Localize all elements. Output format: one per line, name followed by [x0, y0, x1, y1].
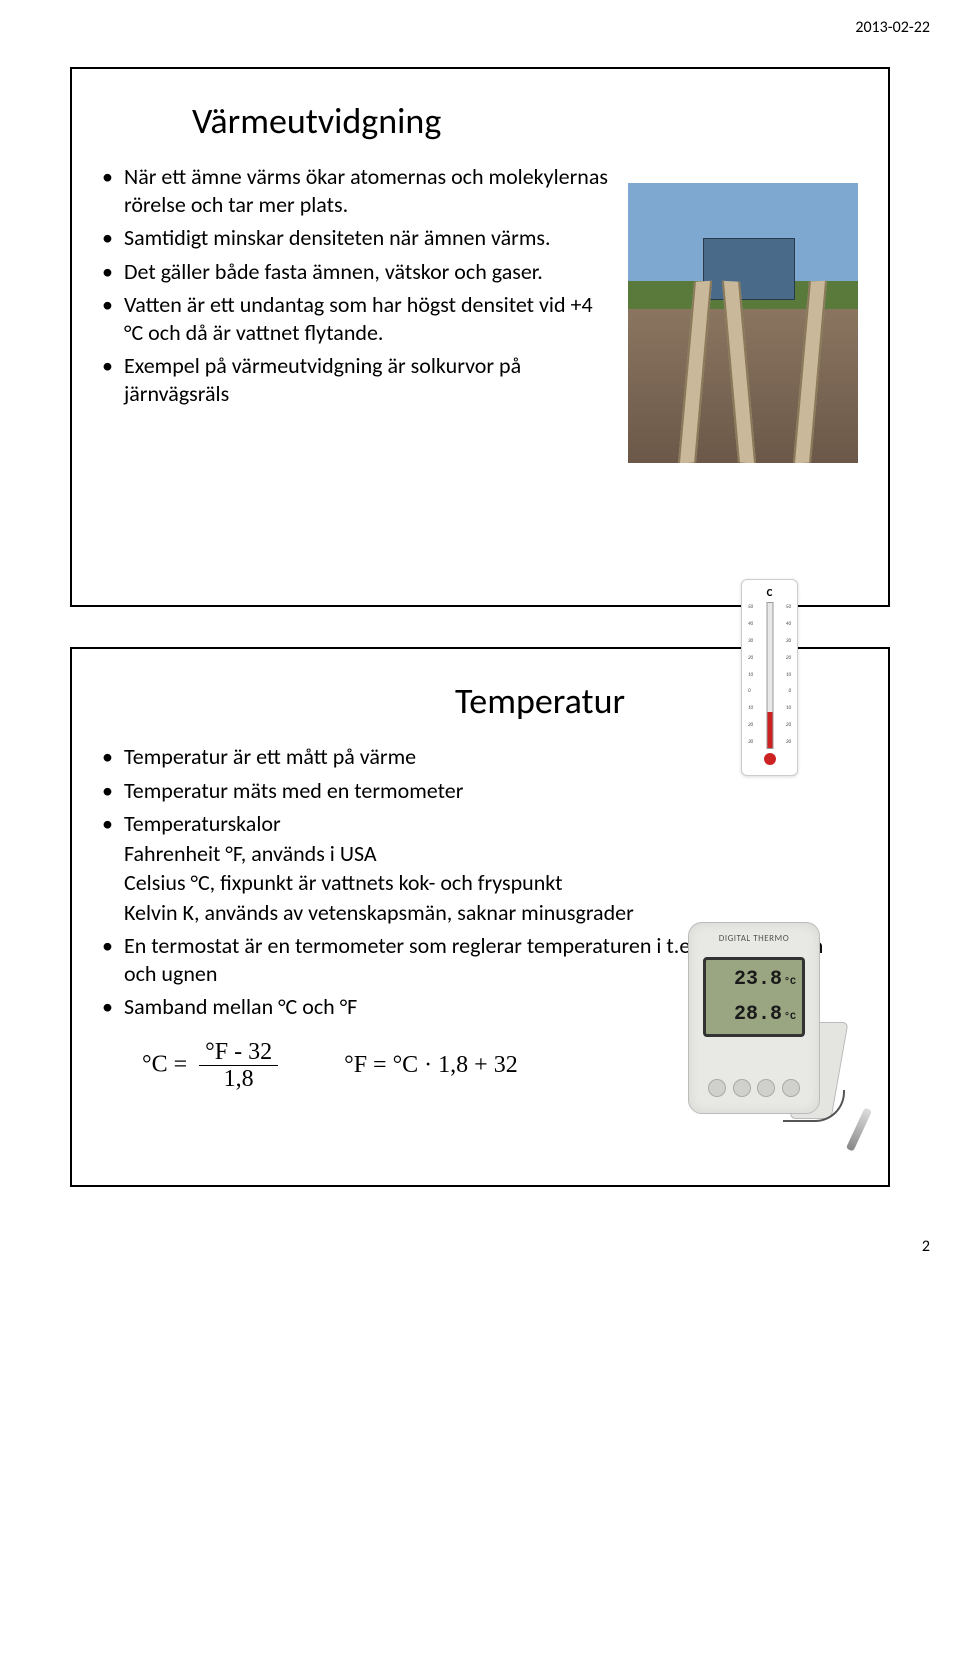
digital-thermometer-image: DIGITAL THERMO 23.8°C 28.8°C: [668, 922, 868, 1152]
list-item: Temperatur är ett mått på värme: [102, 743, 858, 771]
sub-item: Fahrenheit °F, används i USA: [124, 840, 858, 868]
unit: °C: [784, 978, 796, 988]
slide-varmeutvidgning: Värmeutvidgning När ett ämne värms ökar …: [70, 67, 890, 607]
list-item: Det gäller både fasta ämnen, vätskor och…: [102, 258, 608, 286]
thermometer-tube-icon: [766, 602, 773, 749]
thermometer-label: DIGITAL THERMO: [689, 933, 819, 944]
railway-image: [628, 183, 858, 463]
page-date: 2013-02-22: [0, 0, 960, 47]
slide1-title: Värmeutvidgning: [102, 99, 858, 143]
list-item: Exempel på värmeutvidgning är solkurvor …: [102, 352, 608, 407]
sub-item: Celsius °C, fixpunkt är vattnets kok- oc…: [124, 869, 858, 897]
numerator: °F - 32: [199, 1039, 278, 1066]
probe-tip-icon: [846, 1108, 872, 1152]
thermometer-probe: [803, 1102, 863, 1152]
thermometer-body: DIGITAL THERMO 23.8°C 28.8°C: [688, 922, 820, 1114]
fraction: °F - 32 1,8: [199, 1039, 278, 1093]
list-item: Temperatur mäts med en termometer: [102, 777, 858, 805]
rail-icon: [678, 281, 712, 463]
device-button-icon: [733, 1079, 751, 1097]
formula-celsius: °C = °F - 32 1,8: [142, 1039, 284, 1093]
list-item-label: Temperaturskalor: [124, 810, 281, 837]
probe-wire-icon: [783, 1090, 845, 1122]
list-item: Samtidigt minskar densiteten när ämnen v…: [102, 224, 608, 252]
formula-fahrenheit: °F = °C · 1,8 + 32: [344, 1052, 518, 1079]
device-button-icon: [708, 1079, 726, 1097]
list-item: Temperaturskalor Fahrenheit °F, används …: [102, 810, 858, 926]
thermometer-screen: 23.8°C 28.8°C: [703, 957, 805, 1037]
rail-icon: [722, 281, 756, 463]
page-number: 2: [0, 1227, 960, 1276]
train-icon: [703, 238, 795, 300]
list-item: När ett ämne värms ökar atomernas och mo…: [102, 163, 608, 218]
reading-1: 23.8: [734, 970, 782, 990]
denominator: 1,8: [218, 1066, 260, 1092]
formula-lhs: °C: [142, 1051, 168, 1077]
unit: °C: [784, 1013, 796, 1023]
rail-icon: [793, 281, 827, 463]
slide1-bullets: När ett ämne värms ökar atomernas och mo…: [102, 163, 608, 407]
list-item: Vatten är ett undantag som har högst den…: [102, 291, 608, 346]
slide1-text: När ett ämne värms ökar atomernas och mo…: [102, 163, 608, 463]
device-button-icon: [757, 1079, 775, 1097]
slide2-content: Temperatur är ett mått på värme Temperat…: [102, 743, 858, 1092]
slide1-content: När ett ämne värms ökar atomernas och mo…: [102, 163, 858, 463]
reading-2: 28.8: [734, 1005, 782, 1025]
slide-temperatur: Temperatur 505040403030 2020101000 10102…: [70, 647, 890, 1187]
